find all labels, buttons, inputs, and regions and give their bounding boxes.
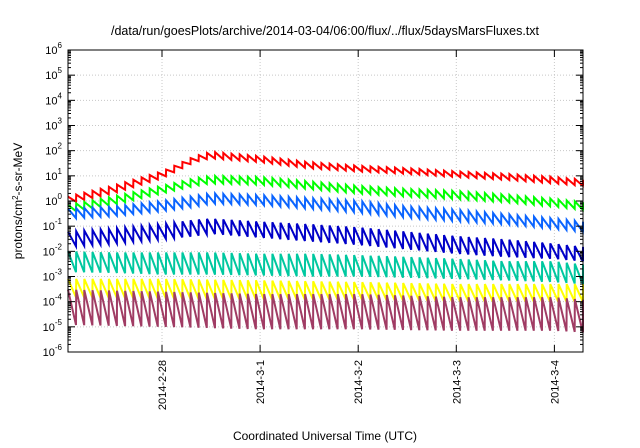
chart-title: /data/run/goesPlots/archive/2014-03-04/0… [111,24,540,38]
x-tick-label: 2014-2-28 [157,360,169,410]
series-line-5 [67,250,584,285]
series-group [67,150,584,333]
x-tick-label: 2014-3-3 [451,360,463,404]
y-tick-label: 10-3 [43,268,63,284]
y-tick-label: 10-5 [43,318,63,334]
y-tick-label: 10-6 [43,343,63,359]
series-line-2 [67,173,584,214]
y-tick-label: 101 [45,167,62,183]
y-tick-label: 104 [45,91,62,107]
y-axis-label: protons/cm2-s-sr-MeV [11,143,26,259]
y-tick-label: 10-4 [43,293,63,309]
series-line-3 [67,190,584,235]
x-tick-label: 2014-3-2 [353,360,365,404]
series-line-1 [67,150,584,204]
y-tick-label: 102 [45,142,62,158]
x-tick-label: 2014-3-1 [255,360,267,404]
y-tick-label: 103 [45,117,62,133]
series-line-4 [67,218,584,262]
y-tick-label: 100 [45,192,62,208]
series-line-7 [67,289,584,333]
x-axis: 2014-2-28 2014-3-1 2014-3-2 2014-3-3 2014-3-… [157,50,561,410]
y-tick-label: 10-2 [43,242,63,258]
y-tick-label: 106 [45,41,62,57]
y-tick-label: 10-1 [43,217,63,233]
y-tick-label: 105 [45,66,62,82]
x-axis-label: Coordinated Universal Time (UTC) [233,429,417,443]
x-tick-label: 2014-3-4 [549,360,561,404]
y-axis: 10-6 10-5 10-4 10-3 10-2 10-1 100 101 102 103 104 1… [43,41,583,359]
series-line-6 [67,278,584,303]
